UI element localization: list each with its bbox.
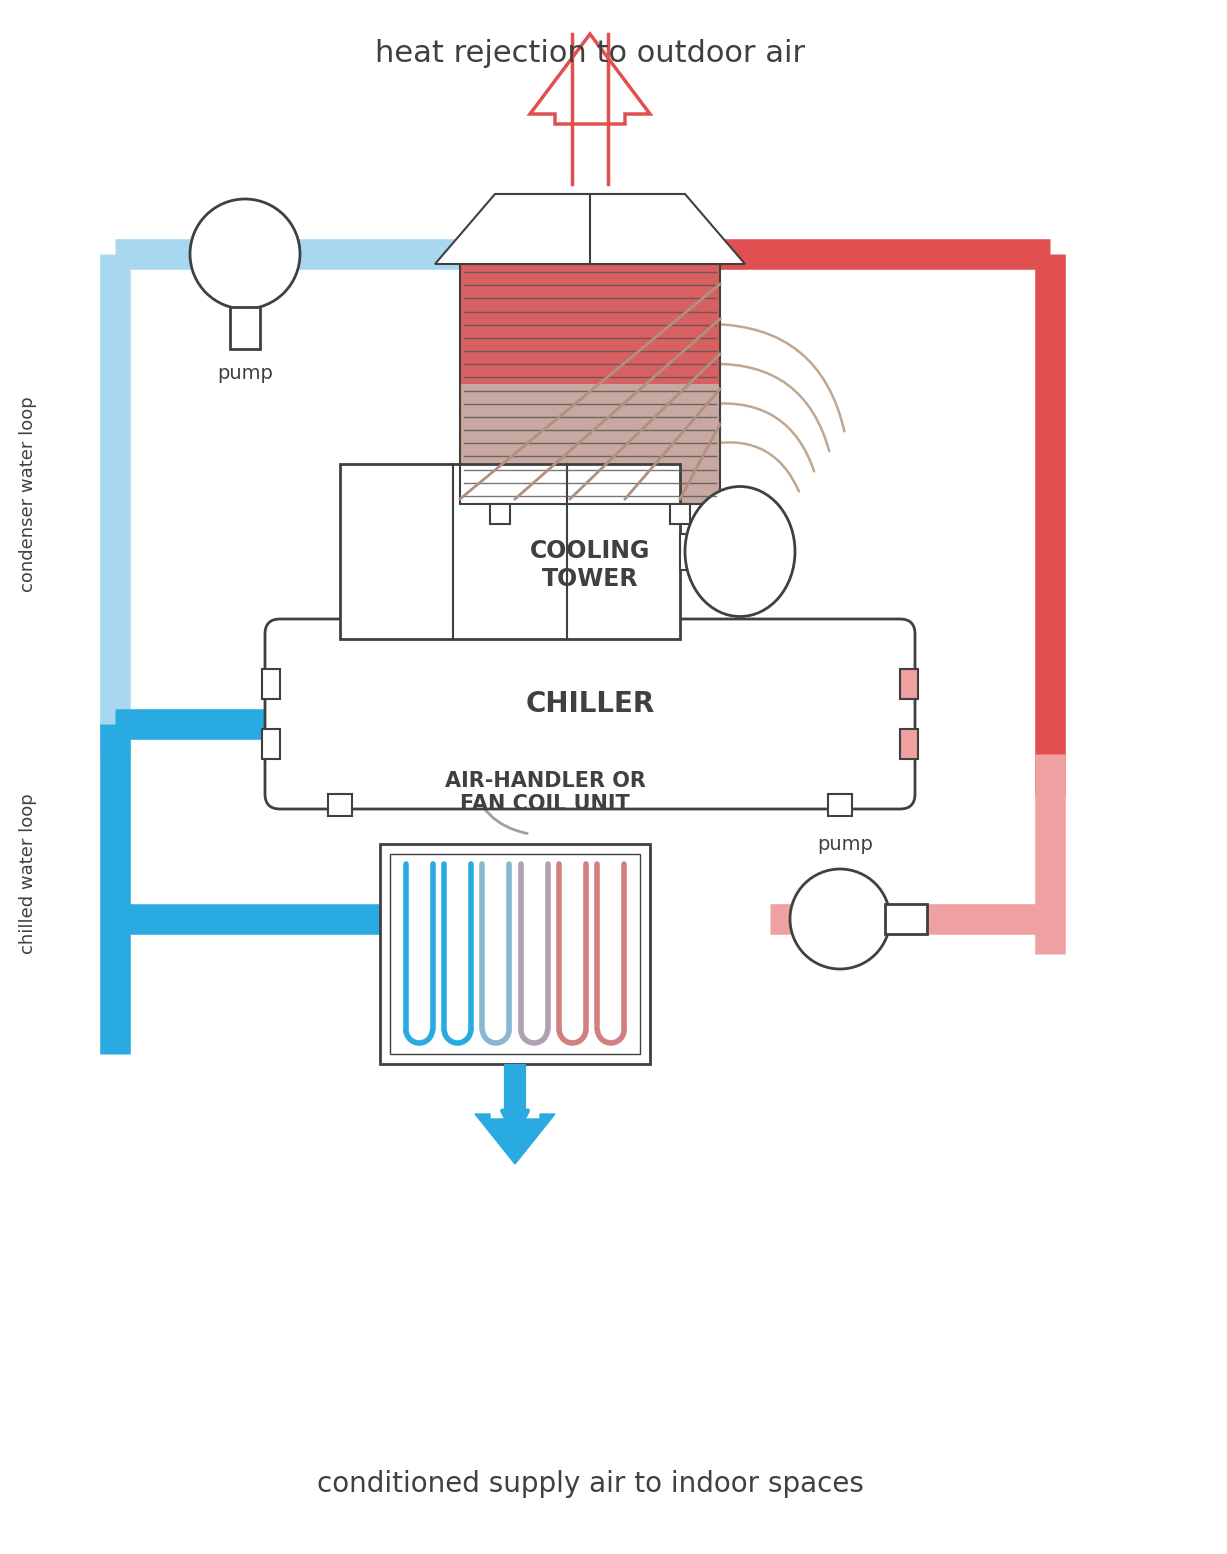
Text: chilled water loop: chilled water loop [18,794,37,954]
Circle shape [790,869,890,970]
Bar [899,670,918,699]
FancyBboxPatch shape [229,308,260,350]
Text: condenser water loop: condenser water loop [18,396,37,592]
Bar [680,533,740,569]
Bar [828,794,852,816]
Text: CHILLER: CHILLER [525,690,655,718]
Text: heat rejection to outdoor air: heat rejection to outdoor air [375,39,805,68]
Bar [328,794,352,816]
FancyBboxPatch shape [265,618,915,810]
Bar [263,729,280,758]
Ellipse shape [685,486,795,617]
Text: conditioned supply air to indoor spaces: conditioned supply air to indoor spaces [317,1470,864,1498]
Text: AIR-HANDLER OR
FAN COIL UNIT: AIR-HANDLER OR FAN COIL UNIT [444,771,645,814]
Bar [390,855,640,1054]
Bar [670,503,690,524]
Bar [340,465,680,639]
FancyBboxPatch shape [885,904,928,934]
Bar [380,844,650,1064]
Bar [460,264,720,384]
Bar [490,503,510,524]
Text: pump: pump [817,834,872,855]
Text: pump: pump [217,364,272,382]
Bar [460,264,720,503]
Bar [342,466,679,637]
Bar [460,384,720,503]
Circle shape [190,199,299,309]
Polygon shape [436,194,745,264]
Text: COOLING
TOWER: COOLING TOWER [530,539,650,591]
Bar [263,670,280,699]
FancyArrow shape [530,34,650,124]
Bar [899,729,918,758]
FancyArrow shape [475,1114,555,1164]
